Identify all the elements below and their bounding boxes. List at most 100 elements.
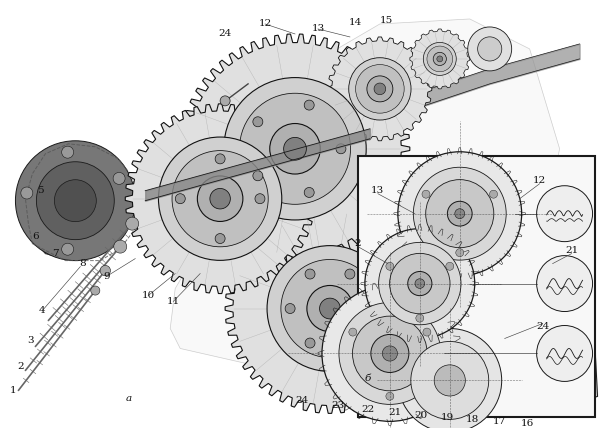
Circle shape — [339, 302, 441, 405]
Circle shape — [379, 242, 461, 325]
Circle shape — [408, 272, 432, 296]
Circle shape — [239, 93, 350, 204]
Text: 24: 24 — [295, 396, 308, 405]
Polygon shape — [25, 147, 130, 259]
Circle shape — [284, 137, 307, 160]
Circle shape — [475, 353, 505, 384]
Text: 21: 21 — [388, 408, 401, 417]
Polygon shape — [376, 335, 444, 402]
Circle shape — [304, 100, 314, 110]
Circle shape — [391, 350, 428, 387]
Circle shape — [367, 76, 393, 102]
Text: б: б — [365, 374, 371, 383]
Circle shape — [433, 352, 466, 385]
Circle shape — [21, 187, 33, 199]
Circle shape — [478, 37, 502, 61]
Circle shape — [172, 151, 268, 247]
Circle shape — [389, 254, 450, 314]
Circle shape — [305, 269, 315, 279]
Circle shape — [571, 362, 580, 371]
Circle shape — [386, 262, 394, 270]
Circle shape — [356, 65, 404, 113]
Circle shape — [382, 346, 397, 361]
Circle shape — [197, 176, 243, 221]
Text: 10: 10 — [142, 291, 155, 300]
Text: 8: 8 — [79, 259, 86, 268]
Circle shape — [446, 262, 454, 270]
Circle shape — [371, 335, 409, 372]
Circle shape — [437, 56, 443, 62]
Polygon shape — [462, 341, 518, 396]
Circle shape — [285, 304, 295, 314]
Polygon shape — [410, 29, 470, 89]
Text: 11: 11 — [167, 297, 180, 306]
Text: 2: 2 — [17, 362, 24, 371]
Circle shape — [307, 285, 353, 332]
Circle shape — [210, 188, 230, 209]
Polygon shape — [338, 336, 402, 400]
Circle shape — [220, 96, 230, 106]
Text: 17: 17 — [493, 417, 506, 426]
Circle shape — [422, 190, 430, 198]
Circle shape — [416, 314, 424, 322]
Circle shape — [398, 152, 521, 275]
Circle shape — [424, 42, 456, 76]
Text: 16: 16 — [521, 419, 534, 428]
Text: 18: 18 — [466, 415, 479, 424]
Text: 19: 19 — [441, 413, 454, 422]
Circle shape — [114, 240, 127, 253]
Circle shape — [490, 190, 497, 198]
Circle shape — [267, 246, 393, 372]
Text: 12: 12 — [533, 176, 546, 185]
Circle shape — [413, 167, 506, 260]
Circle shape — [305, 338, 315, 348]
Circle shape — [426, 180, 494, 248]
Text: 9: 9 — [103, 272, 110, 281]
Text: 24: 24 — [536, 322, 549, 331]
Circle shape — [349, 58, 411, 120]
Text: 15: 15 — [380, 16, 394, 25]
Circle shape — [270, 124, 320, 174]
Text: 2: 2 — [355, 239, 361, 248]
Circle shape — [175, 194, 185, 204]
Circle shape — [224, 78, 366, 220]
Circle shape — [536, 256, 593, 311]
Text: 13: 13 — [311, 24, 325, 33]
Text: 20: 20 — [414, 411, 427, 420]
Circle shape — [91, 286, 100, 295]
Text: 13: 13 — [371, 186, 385, 195]
Polygon shape — [501, 344, 548, 393]
Circle shape — [322, 286, 458, 421]
Circle shape — [427, 46, 452, 72]
Circle shape — [345, 338, 355, 348]
Circle shape — [433, 52, 446, 66]
Circle shape — [37, 162, 114, 240]
Circle shape — [215, 233, 225, 244]
Text: а: а — [125, 394, 131, 403]
Circle shape — [353, 316, 427, 391]
Circle shape — [158, 137, 282, 260]
Circle shape — [253, 117, 263, 127]
Circle shape — [411, 341, 489, 420]
Circle shape — [365, 304, 375, 314]
Text: 23: 23 — [331, 401, 344, 410]
Text: 7: 7 — [52, 249, 59, 258]
Circle shape — [100, 266, 110, 276]
Text: 22: 22 — [361, 405, 374, 414]
Circle shape — [113, 172, 125, 184]
Circle shape — [386, 392, 394, 400]
Circle shape — [468, 27, 512, 71]
Circle shape — [62, 243, 74, 255]
Circle shape — [352, 351, 388, 386]
Circle shape — [253, 171, 263, 181]
Circle shape — [398, 329, 502, 429]
Circle shape — [536, 397, 544, 405]
Polygon shape — [420, 339, 480, 398]
Bar — [358, 156, 595, 417]
Circle shape — [571, 382, 580, 391]
Text: 5: 5 — [37, 186, 44, 195]
Circle shape — [349, 328, 357, 336]
Text: 14: 14 — [348, 18, 362, 27]
Circle shape — [455, 209, 465, 219]
Text: 12: 12 — [259, 19, 272, 28]
